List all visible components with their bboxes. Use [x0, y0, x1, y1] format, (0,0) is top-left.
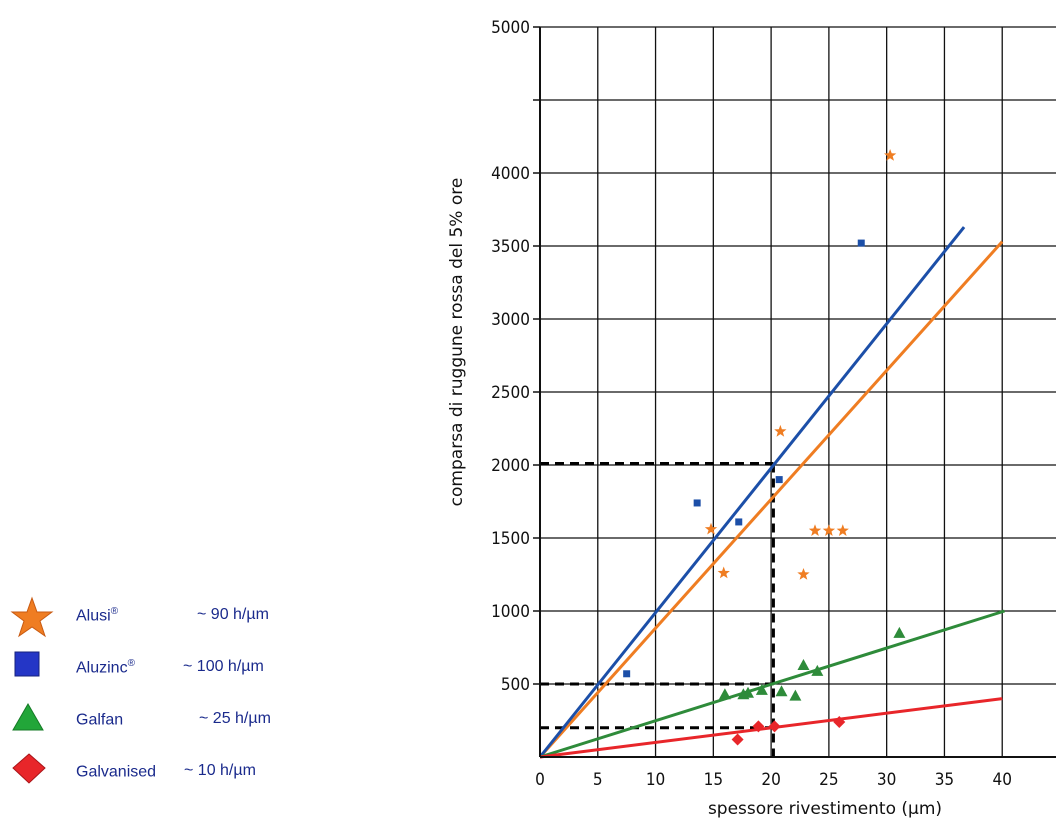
- x-tick-label: 25: [819, 770, 838, 790]
- x-tick-label: 40: [992, 770, 1011, 790]
- axes: [533, 26, 1056, 758]
- legend-marker-galfan: [12, 702, 44, 731]
- x-tick-label: 15: [704, 770, 723, 790]
- x-tick-label: 20: [761, 770, 780, 790]
- data-point-alusi: [808, 524, 822, 536]
- data-point-aluzinc: [775, 476, 783, 484]
- fit-line-galfan: [539, 609, 1005, 759]
- y-tick-label: 2500: [491, 383, 530, 403]
- legend-label-galfan: Galfan: [76, 711, 124, 729]
- fit-line-aluzinc: [538, 226, 966, 758]
- reference-lines: [540, 462, 775, 757]
- tick-labels: 0 5 10 15 20 25 30 35 40 500 1000 1500 2000 2500 3000 3…: [491, 18, 1012, 790]
- x-axis-title: spessore rivestimento (μm): [708, 799, 942, 819]
- diamond-icon: [12, 753, 46, 784]
- x-tick-label: 5: [593, 770, 603, 790]
- data-point-alusi: [836, 524, 849, 536]
- x-tick-label: 10: [646, 770, 665, 790]
- x-tick-label: 0: [535, 770, 545, 790]
- data-point-galvanised: [731, 733, 744, 746]
- legend-marker-galvanised: [12, 753, 46, 784]
- y-tick-label: 2000: [491, 456, 530, 476]
- data-point-galvanised: [833, 715, 846, 728]
- y-tick-label: 1000: [491, 602, 530, 622]
- data-point-galvanised: [768, 720, 781, 733]
- data-point-galfan: [742, 686, 754, 698]
- data-point-galvanised: [752, 720, 765, 733]
- legend-item-galvanised: Galvanised ~ 10 h/µm: [10, 752, 330, 804]
- data-point-aluzinc: [735, 518, 743, 526]
- legend-label-alusi: Alusi®: [76, 606, 119, 625]
- data-point-alusi: [797, 568, 810, 580]
- data-points: [623, 149, 906, 746]
- legend-label-aluzinc: Aluzinc®: [76, 658, 135, 677]
- data-point-galfan: [789, 689, 802, 701]
- x-tick-label: 30: [877, 770, 896, 790]
- square-icon: [14, 651, 40, 677]
- legend-item-alusi: Alusi® ~ 90 h/µm: [10, 596, 330, 648]
- legend-rate-galfan: ~ 25 h/µm: [199, 710, 271, 727]
- star-icon: [10, 596, 54, 638]
- data-point-alusi: [717, 566, 730, 579]
- y-tick-label: 4000: [491, 164, 530, 184]
- y-tick-label: 1500: [491, 529, 530, 549]
- data-point-galfan: [797, 659, 810, 671]
- x-tick-label: 35: [935, 770, 954, 790]
- data-point-galfan: [718, 688, 731, 700]
- legend-item-aluzinc: Aluzinc® ~ 100 h/µm: [10, 648, 330, 700]
- triangle-icon: [12, 702, 44, 731]
- data-point-aluzinc: [623, 670, 631, 678]
- legend: Alusi® ~ 90 h/µm Aluzinc® ~ 100 h/µm Gal…: [10, 596, 330, 804]
- y-axis-title: comparsa di ruggune rossa del 5% ore: [447, 178, 467, 507]
- grid: [540, 26, 1056, 757]
- y-tick-label: 5000: [491, 18, 530, 38]
- legend-rate-galvanised: ~ 10 h/µm: [184, 762, 256, 779]
- legend-marker-alusi: [10, 596, 54, 638]
- legend-marker-aluzinc: [14, 651, 40, 677]
- fit-line-alusi: [538, 240, 1004, 759]
- data-point-galfan: [775, 685, 788, 697]
- data-point-alusi: [822, 524, 836, 536]
- data-point-galfan: [893, 626, 906, 638]
- data-point-galfan: [811, 664, 824, 676]
- data-point-alusi: [774, 424, 787, 437]
- y-tick-label: 3000: [491, 310, 530, 330]
- data-point-alusi: [704, 522, 718, 535]
- data-point-alusi: [884, 149, 897, 161]
- data-point-aluzinc: [693, 499, 701, 507]
- legend-rate-alusi: ~ 90 h/µm: [197, 606, 269, 623]
- data-point-aluzinc: [857, 239, 865, 247]
- legend-rate-aluzinc: ~ 100 h/µm: [183, 658, 264, 675]
- y-tick-label: 500: [501, 675, 530, 695]
- legend-label-galvanised: Galvanised: [76, 763, 157, 781]
- legend-item-galfan: Galfan ~ 25 h/µm: [10, 700, 330, 752]
- data-point-galfan: [755, 683, 768, 695]
- y-tick-label: 3500: [491, 237, 530, 257]
